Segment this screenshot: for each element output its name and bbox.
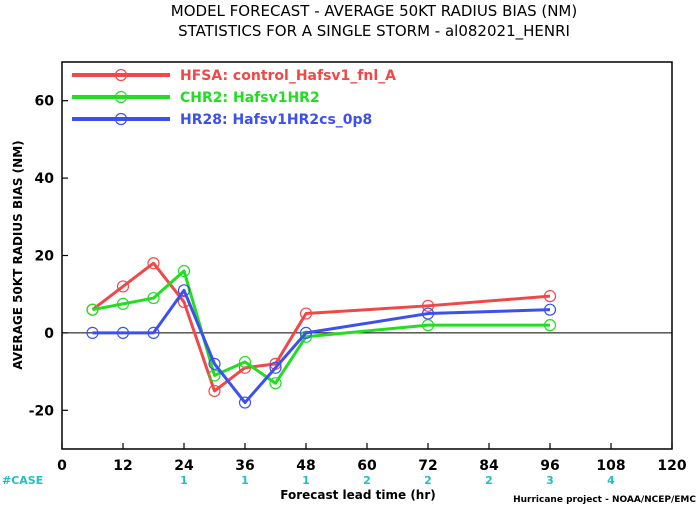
- x-tick-label: 36: [235, 458, 254, 474]
- data-point: [147, 257, 160, 270]
- data-point: [299, 307, 313, 320]
- series-line: [92, 288, 551, 405]
- data-point: [177, 284, 191, 297]
- data-point: [299, 330, 313, 343]
- y-tick-label: 20: [35, 249, 55, 265]
- case-count-row: 1 1 1 2 2 2 3 4: [180, 474, 615, 487]
- case-count-label: 2: [485, 474, 493, 487]
- x-tick-label: 48: [296, 458, 315, 474]
- case-count-label: 2: [424, 474, 432, 487]
- legend: HFSA: control_Hafsv1_fnl_A CHR2: Hafsv1HR…: [72, 68, 396, 128]
- data-point: [208, 369, 221, 382]
- data-point: [147, 326, 160, 339]
- data-point: [543, 303, 557, 316]
- data-point: [116, 297, 130, 310]
- data-point: [421, 307, 435, 320]
- legend-swatch-marker: [114, 112, 128, 126]
- case-count-label: 3: [546, 474, 554, 487]
- x-axis: 0 12 24 36 48 60 72 84 96 108 120: [57, 443, 687, 474]
- data-point: [421, 299, 435, 312]
- data-point: [299, 326, 313, 339]
- case-count-label: 1: [241, 474, 249, 487]
- x-tick-label: 84: [479, 458, 499, 474]
- data-point: [116, 280, 130, 293]
- case-count-label: 1: [180, 474, 188, 487]
- credit-text: Hurricane project - NOAA/NCEP/EMC: [513, 495, 696, 505]
- data-point: [208, 384, 221, 398]
- case-count-label: 2: [363, 474, 371, 487]
- series-line: [91, 261, 551, 393]
- legend-entry-label: HR28: Hafsv1HR2cs_0p8: [180, 112, 372, 128]
- x-tick-label: 0: [57, 458, 67, 474]
- data-point: [86, 326, 99, 339]
- data-point: [238, 355, 252, 369]
- x-tick-label: 72: [418, 458, 437, 474]
- x-tick-label: 120: [657, 458, 686, 474]
- data-point: [116, 326, 130, 339]
- data-point: [543, 319, 557, 332]
- data-point: [238, 396, 252, 409]
- data-point: [86, 303, 99, 316]
- x-tick-label: 24: [174, 458, 194, 474]
- case-count-label: 1: [302, 474, 310, 487]
- legend-entry-label: CHR2: Hafsv1HR2: [180, 90, 320, 106]
- data-point: [177, 264, 191, 278]
- series-line: [92, 269, 550, 385]
- chart-title-line2: STATISTICS FOR A SINGLE STORM - al082021…: [178, 22, 570, 41]
- x-tick-label: 96: [540, 458, 559, 474]
- series-layer: [86, 257, 557, 409]
- legend-swatch-marker: [114, 68, 128, 82]
- case-count-label: 4: [607, 474, 615, 487]
- data-point: [269, 361, 282, 374]
- y-tick-label: 60: [35, 94, 55, 110]
- legend-entry-label: HFSA: control_Hafsv1_fnl_A: [180, 68, 396, 84]
- y-tick-label: 0: [44, 326, 54, 342]
- y-axis-label: AVERAGE 50KT RADIUS BIAS (NM): [11, 140, 25, 369]
- x-tick-label: 12: [113, 458, 132, 474]
- y-tick-label: -20: [29, 403, 55, 419]
- data-point: [543, 290, 557, 303]
- case-header: #CASE: [2, 474, 43, 487]
- data-point: [147, 291, 160, 305]
- data-point: [208, 357, 221, 370]
- chart-title-line1: MODEL FORECAST - AVERAGE 50KT RADIUS BIA…: [171, 2, 577, 20]
- y-axis: -20 0 20 40 60: [29, 94, 68, 419]
- legend-swatch-marker: [114, 90, 128, 104]
- x-axis-label: Forecast lead time (hr): [280, 488, 436, 502]
- data-point: [269, 377, 282, 390]
- x-tick-label: 108: [596, 458, 625, 474]
- x-tick-label: 60: [357, 458, 377, 474]
- y-tick-label: 40: [35, 171, 55, 187]
- data-point: [421, 319, 435, 332]
